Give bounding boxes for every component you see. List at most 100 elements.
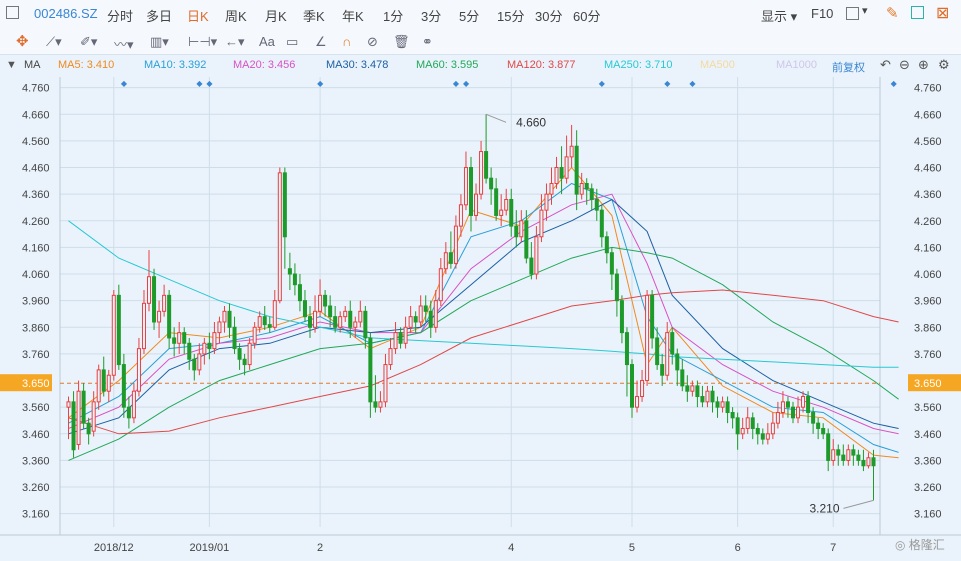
period-tab-duori[interactable]: 多日	[146, 9, 173, 24]
candle-body[interactable]	[695, 385, 700, 398]
candle-body[interactable]	[126, 406, 131, 419]
candle-body[interactable]	[222, 310, 227, 323]
candle-body[interactable]	[509, 198, 514, 227]
arrow-left-icon[interactable]: ←▾	[225, 34, 245, 49]
undo-icon[interactable]: ↶	[880, 57, 891, 72]
window-icon[interactable]	[911, 6, 924, 19]
candle-body[interactable]	[594, 198, 599, 211]
candle-body[interactable]	[589, 188, 594, 200]
candle-body[interactable]	[801, 396, 806, 408]
period-tab-yearly-k[interactable]: 年K	[342, 9, 364, 24]
candle-body[interactable]	[468, 167, 474, 216]
kline-chart-svg[interactable]: 4.760 4.760 4.660 4.660 4.560 4.560 4.460 4.460…	[0, 77, 961, 558]
candle-body[interactable]	[262, 316, 267, 326]
candle-body[interactable]	[640, 380, 645, 398]
candle-body[interactable]	[665, 332, 670, 376]
pen-icon[interactable]: ✐▾	[80, 34, 98, 49]
display-menu[interactable]: 显示 ▾	[761, 6, 797, 25]
candle-body[interactable]	[489, 177, 494, 190]
candle-body[interactable]	[428, 310, 433, 328]
period-tab-5min[interactable]: 5分	[459, 9, 480, 24]
candle-body[interactable]	[378, 401, 383, 408]
candle-body[interactable]	[806, 396, 811, 414]
candle-body[interactable]	[227, 310, 232, 328]
magnet-icon[interactable]: ∩	[342, 34, 352, 49]
candle-body[interactable]	[745, 417, 750, 429]
candle-body[interactable]	[499, 209, 504, 216]
candle-body[interactable]	[438, 268, 443, 302]
candle-body[interactable]	[785, 401, 790, 408]
candle-body[interactable]	[629, 364, 635, 408]
candle-body[interactable]	[162, 294, 167, 312]
candle-body[interactable]	[232, 326, 237, 350]
candle-body[interactable]	[448, 252, 453, 264]
candle-body[interactable]	[453, 225, 458, 264]
candle-body[interactable]	[861, 459, 866, 467]
candle-body[interactable]	[81, 390, 86, 424]
zoom-out-icon[interactable]: ⊖	[899, 57, 910, 72]
candle-body[interactable]	[635, 396, 640, 408]
candle-body[interactable]	[569, 145, 574, 158]
candle-body[interactable]	[182, 332, 187, 344]
candle-body[interactable]	[660, 364, 665, 376]
candle-body[interactable]	[775, 412, 780, 424]
candle-body[interactable]	[670, 332, 675, 355]
candle-body[interactable]	[790, 406, 795, 419]
candle-body[interactable]	[192, 358, 197, 371]
candle-body[interactable]	[544, 193, 549, 211]
collapse-icon[interactable]: ▼	[6, 59, 17, 71]
candle-body[interactable]	[700, 396, 705, 403]
candle-body[interactable]	[343, 310, 348, 318]
candle-body[interactable]	[514, 225, 519, 238]
candle-body[interactable]	[302, 300, 307, 318]
candle-body[interactable]	[116, 294, 121, 366]
zoom-in-icon[interactable]: ⊕	[918, 57, 929, 72]
candle-body[interactable]	[403, 326, 408, 344]
candle-body[interactable]	[363, 310, 368, 339]
candle-body[interactable]	[750, 417, 755, 429]
draw-icon[interactable]: ∠	[315, 34, 327, 49]
candle-body[interactable]	[494, 188, 499, 216]
candle-body[interactable]	[534, 236, 539, 275]
candle-body[interactable]	[96, 369, 101, 403]
candle-body[interactable]	[705, 390, 710, 403]
link-icon[interactable]: ⚭	[422, 34, 433, 49]
candle-body[interactable]	[604, 236, 609, 254]
adjust-label[interactable]: 前复权	[832, 62, 865, 74]
candle-body[interactable]	[121, 364, 126, 408]
candle-body[interactable]	[353, 321, 358, 328]
candle-body[interactable]	[187, 342, 192, 360]
candle-body[interactable]	[614, 273, 619, 302]
period-tab-1min[interactable]: 1分	[383, 9, 404, 24]
candle-body[interactable]	[760, 433, 765, 440]
candle-body[interactable]	[66, 401, 71, 408]
candle-body[interactable]	[101, 369, 106, 392]
event-marker-icon[interactable]: ◆	[463, 79, 470, 88]
ruler-icon[interactable]: ▥▾	[150, 34, 169, 49]
candle-body[interactable]	[816, 422, 821, 429]
candle-body[interactable]	[373, 401, 378, 408]
candle-body[interactable]	[86, 422, 91, 435]
event-marker-icon[interactable]: ◆	[689, 79, 696, 88]
candle-body[interactable]	[755, 427, 760, 435]
event-marker-icon[interactable]: ◆	[206, 79, 213, 88]
candle-body[interactable]	[579, 183, 584, 195]
candle-body[interactable]	[484, 151, 489, 179]
candle-body[interactable]	[826, 433, 831, 461]
candle-body[interactable]	[479, 151, 484, 195]
candle-body[interactable]	[197, 353, 202, 371]
event-marker-icon[interactable]: ◆	[196, 79, 203, 88]
period-tab-30min[interactable]: 30分	[535, 9, 563, 24]
candle-body[interactable]	[740, 427, 745, 435]
pencil-icon[interactable]: ✎	[886, 5, 899, 22]
comment-icon[interactable]: ▭	[286, 34, 299, 49]
kline-chart[interactable]: 4.760 4.760 4.660 4.660 4.560 4.560 4.460 4.460…	[0, 77, 961, 558]
candle-body[interactable]	[207, 342, 212, 350]
candle-body[interactable]	[710, 390, 715, 403]
checkbox-icon[interactable]	[6, 6, 19, 19]
period-tab-60min[interactable]: 60分	[573, 9, 601, 24]
event-marker-icon[interactable]: ◆	[891, 79, 898, 88]
candle-body[interactable]	[318, 294, 323, 312]
candle-body[interactable]	[770, 422, 775, 435]
plot-area[interactable]	[60, 77, 880, 527]
